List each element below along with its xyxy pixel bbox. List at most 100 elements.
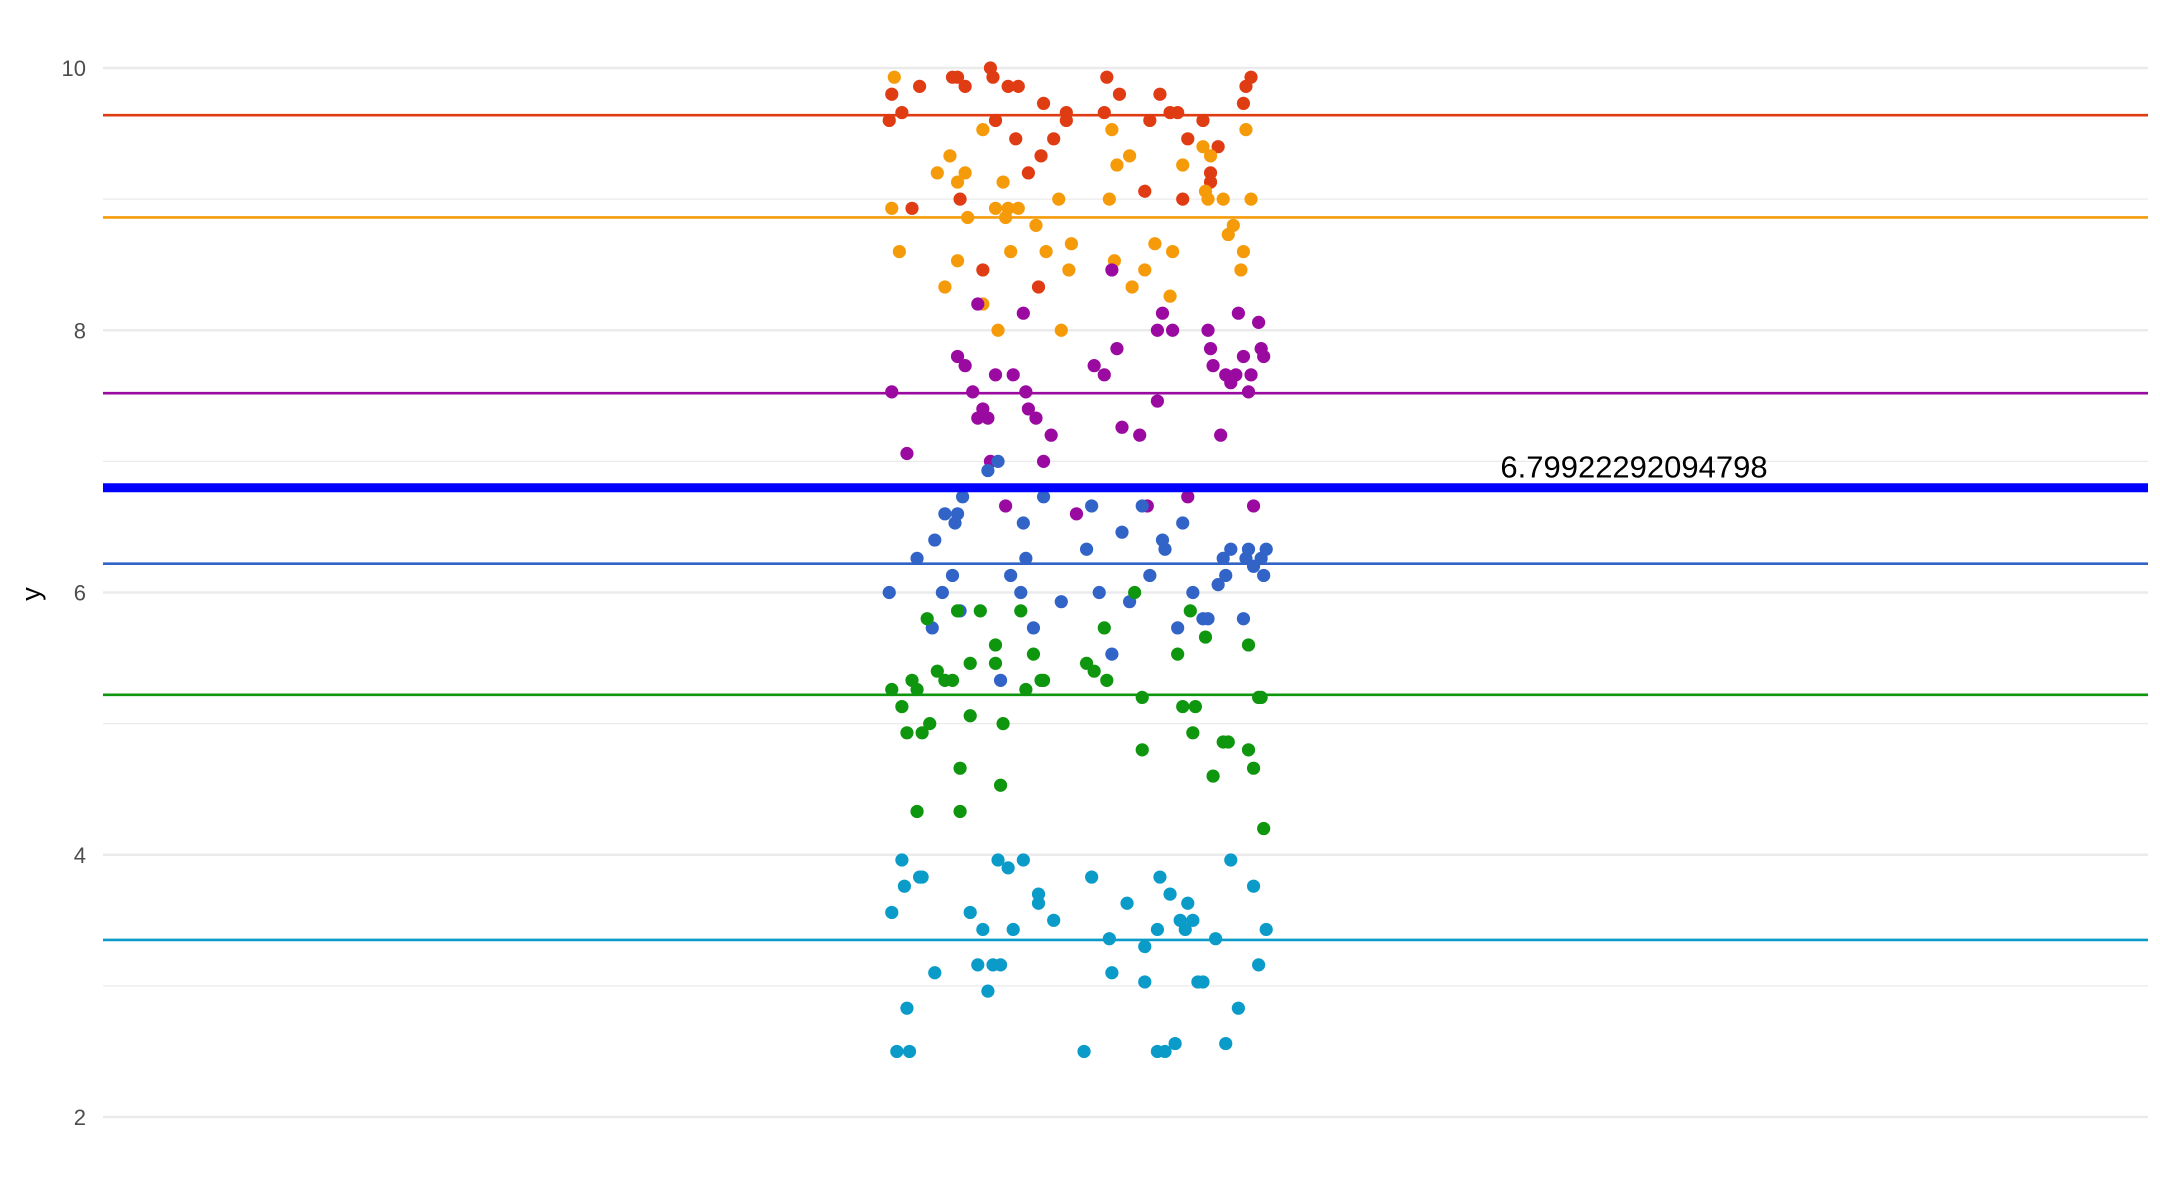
data-point [930,664,944,678]
data-point [1252,315,1266,329]
data-point [1201,192,1215,206]
data-point [1219,1036,1233,1051]
data-point [1171,647,1185,661]
gridlines [103,66,2148,1119]
data-point [1021,402,1035,416]
data-point [993,673,1008,687]
data-point [1219,568,1233,583]
data-point [1016,853,1030,867]
data-point [1122,149,1137,163]
data-point [1241,542,1256,556]
data-point [1252,958,1266,972]
data-point [1036,490,1051,504]
data-point [1026,647,1041,661]
data-point [1036,454,1051,468]
data-point [1105,123,1119,137]
data-point [938,507,952,521]
data-point [991,323,1005,337]
data-point [1097,621,1111,635]
data-point [935,585,949,600]
data-point [902,1044,917,1059]
data-point [1234,263,1248,277]
data-point [1236,244,1251,259]
data-point [885,87,899,101]
data-point [1021,166,1035,180]
data-point [1110,342,1124,356]
data-point [1079,542,1094,556]
data-point [1125,280,1139,294]
data-point [950,254,965,268]
y-tick-label: 2 [74,1105,86,1130]
data-point [1181,132,1195,146]
data-point [988,368,1003,382]
data-point [1102,192,1116,206]
data-point [1153,87,1167,101]
data-point [958,166,972,180]
data-point [897,879,912,893]
data-point [890,1044,904,1059]
data-point [1085,870,1099,884]
data-point [1203,342,1218,356]
data-point [923,717,937,731]
data-point [1133,428,1147,442]
data-point [1087,359,1101,373]
data-point [1143,113,1157,128]
data-point [1176,158,1190,172]
data-point [976,922,990,937]
data-point [971,297,985,311]
data-point [1257,349,1271,364]
data-point [1039,244,1053,259]
data-point [1171,105,1185,120]
data-point [1198,630,1213,644]
data-point [1201,612,1215,626]
data-point [1006,922,1020,937]
data-point [1257,568,1271,583]
data-point [1135,499,1149,513]
data-point [1052,192,1066,206]
data-point [1239,123,1253,137]
data-point [1236,96,1251,111]
data-point [1100,70,1114,84]
data-point [988,201,1003,215]
data-point [1138,263,1152,277]
data-point [943,149,957,163]
data-point [1031,280,1046,294]
data-point [1011,201,1025,215]
data-point [1241,743,1256,757]
data-point [1115,420,1129,434]
data-point [1128,585,1142,600]
data-point [1150,323,1165,337]
data-point [1138,184,1152,198]
data-point [958,359,972,373]
data-point [905,201,919,215]
data-point [1241,638,1256,652]
data-point [1011,79,1025,93]
data-point [1186,913,1200,927]
data-point [956,490,970,504]
data-point [988,113,1003,128]
data-point [981,411,995,425]
data-point [1241,385,1256,399]
data-point [993,778,1008,792]
data-point [973,604,987,618]
data-point [1031,896,1046,910]
data-point [1105,966,1119,980]
data-point [1036,673,1051,687]
data-point [1196,975,1210,989]
data-point [1034,149,1048,163]
y-tick-label: 10 [62,56,86,81]
data-point [966,385,980,399]
data-point [1031,887,1046,901]
data-point [1115,525,1129,539]
data-point [1009,132,1023,146]
data-point [1026,621,1041,635]
data-point [913,79,927,93]
data-point [963,709,977,723]
data-point [900,726,914,740]
data-point [930,166,944,180]
data-point [1019,682,1033,697]
data-point [1047,913,1061,927]
data-point [961,210,975,225]
data-point [1246,879,1261,893]
